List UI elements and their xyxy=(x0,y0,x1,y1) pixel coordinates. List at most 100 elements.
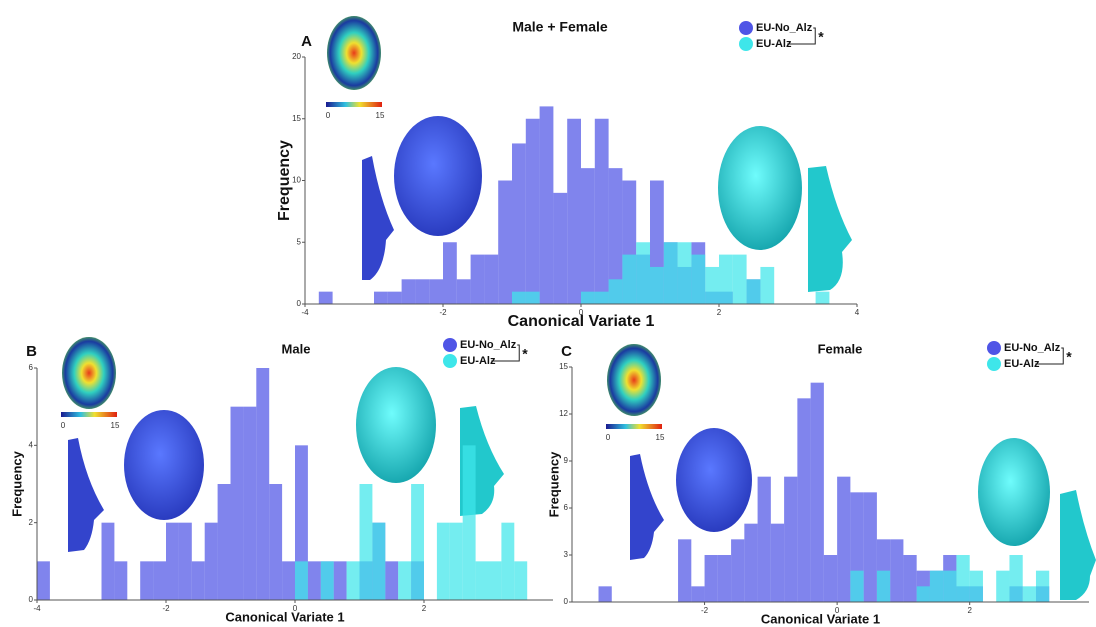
legend-marker xyxy=(443,338,457,352)
bar xyxy=(608,168,623,304)
colorbar-label: 0 xyxy=(326,111,331,120)
bar xyxy=(514,561,528,600)
bar xyxy=(443,242,457,304)
bar xyxy=(677,242,692,304)
bar xyxy=(37,561,50,600)
bar xyxy=(512,143,526,304)
face-front xyxy=(356,367,436,483)
y-tick-label: 15 xyxy=(559,362,568,371)
colorbar-label: 0 xyxy=(61,421,66,430)
bar xyxy=(470,254,485,304)
bar xyxy=(346,561,360,600)
chart-panel: 0 5 10 15 20 -4 -2 0 2 4 Canonical Variate 1 Freque… xyxy=(276,19,860,331)
bar xyxy=(204,522,218,600)
bar xyxy=(269,484,283,600)
colorbar-label: 0 xyxy=(606,433,611,442)
bar xyxy=(757,476,771,602)
bar xyxy=(307,561,321,600)
bar xyxy=(581,168,595,304)
significance-label: * xyxy=(818,29,824,45)
bar xyxy=(929,570,944,602)
bar xyxy=(398,561,412,600)
bar xyxy=(876,570,891,602)
x-tick-label: 0 xyxy=(579,308,584,317)
bar xyxy=(318,291,333,304)
x-tick-label: -4 xyxy=(301,308,309,317)
bar xyxy=(732,254,747,304)
x-tick-label: -2 xyxy=(162,604,170,613)
y-tick-label: 9 xyxy=(564,456,569,465)
heatmap-face xyxy=(327,16,381,90)
x-tick-label: -4 xyxy=(33,604,41,613)
panel-label: A xyxy=(301,33,312,50)
bar xyxy=(191,561,205,600)
significance-bracket xyxy=(491,344,520,362)
bar xyxy=(691,586,705,602)
bar xyxy=(436,522,450,600)
bar xyxy=(243,406,257,600)
x-axis-label: Canonical Variate 1 xyxy=(225,609,344,624)
bar xyxy=(850,570,864,602)
bar xyxy=(512,291,526,304)
legend-label: EU-Alz xyxy=(1004,358,1040,370)
chart-panel: 0 3 6 9 12 15 -2 0 2 Canonical Variate 1 Frequency… xyxy=(546,341,1089,626)
x-tick-label: 0 xyxy=(293,604,298,613)
bar xyxy=(770,523,785,602)
face-front xyxy=(718,126,802,250)
bar xyxy=(320,561,334,600)
colorbar xyxy=(61,412,117,417)
bar xyxy=(456,279,471,304)
bar xyxy=(372,522,386,600)
bar xyxy=(462,445,476,600)
bar xyxy=(650,266,664,304)
bar xyxy=(746,279,761,304)
bar xyxy=(663,242,678,304)
bar xyxy=(256,368,270,600)
bar xyxy=(916,586,930,602)
bar xyxy=(717,555,732,602)
bar xyxy=(178,522,192,600)
legend-label: EU-Alz xyxy=(756,38,792,50)
bar xyxy=(622,254,637,304)
bar xyxy=(488,561,502,600)
significance-label: * xyxy=(522,346,528,362)
colorbar-label: 15 xyxy=(376,111,385,120)
bar xyxy=(449,522,463,600)
bar xyxy=(101,522,115,600)
colorbar-label: 15 xyxy=(656,433,665,442)
significance-bracket xyxy=(787,27,816,45)
y-tick-label: 0 xyxy=(564,597,569,606)
bar xyxy=(797,398,811,602)
legend-label: EU-No_Alz xyxy=(460,339,517,351)
bar xyxy=(359,484,373,600)
bar xyxy=(429,279,443,304)
face-profile xyxy=(630,454,664,560)
bar xyxy=(217,484,231,600)
y-tick-label: 10 xyxy=(292,176,301,185)
bar xyxy=(295,561,308,600)
legend-label: EU-No_Alz xyxy=(1004,342,1061,354)
face-profile xyxy=(808,166,852,292)
y-tick-label: 6 xyxy=(29,363,34,372)
bar xyxy=(581,291,595,304)
bar xyxy=(815,291,830,304)
heatmap-face xyxy=(62,337,116,409)
panel-label: B xyxy=(26,343,37,360)
significance-bracket xyxy=(1035,347,1064,365)
legend-marker xyxy=(443,354,457,368)
face-front xyxy=(124,410,204,520)
bar xyxy=(498,180,512,304)
bar xyxy=(1022,586,1036,602)
heatmap-face xyxy=(607,344,661,416)
bar xyxy=(890,539,904,602)
bar xyxy=(594,118,609,304)
bar xyxy=(166,522,179,600)
panel-label: C xyxy=(561,343,572,360)
x-tick-label: -2 xyxy=(439,308,447,317)
bar xyxy=(475,561,489,600)
bar xyxy=(903,555,917,602)
face-profile xyxy=(68,438,104,552)
face-profile xyxy=(1060,490,1096,600)
y-tick-label: 6 xyxy=(564,503,569,512)
bar xyxy=(333,561,347,600)
